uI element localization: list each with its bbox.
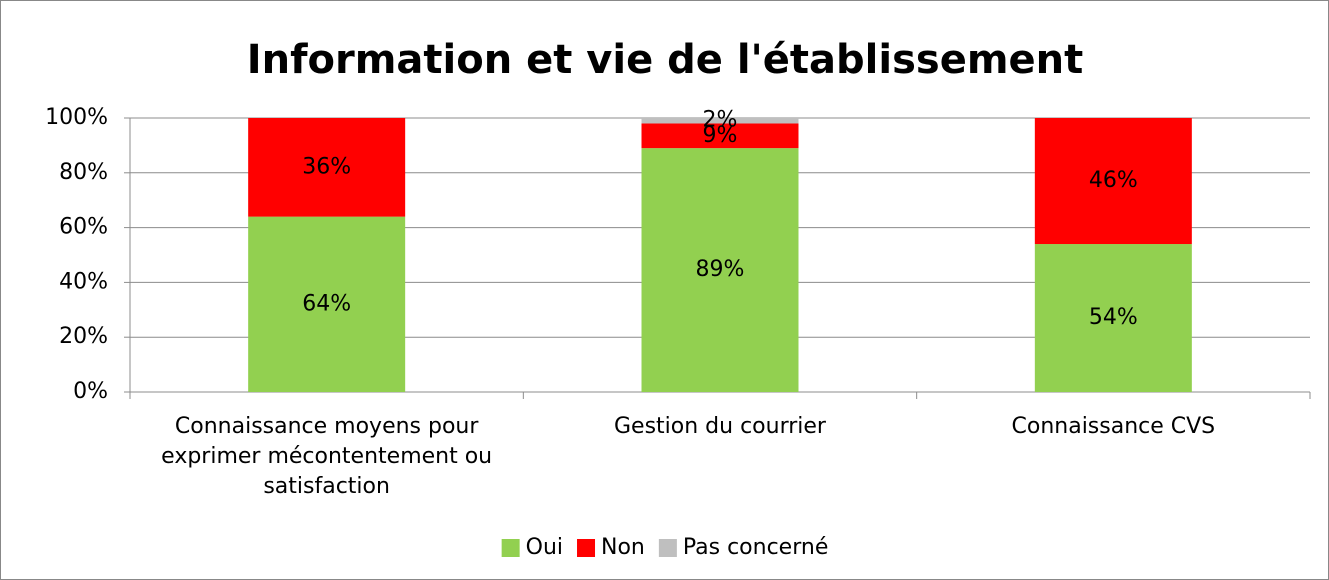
- legend-swatch: [501, 539, 520, 557]
- data-label: 2%: [703, 108, 738, 133]
- x-tick-label: Gestion du courrier: [614, 414, 826, 439]
- legend-label: Oui: [526, 535, 563, 560]
- y-tick-label: 80%: [59, 160, 108, 185]
- bar-segment: [248, 118, 406, 217]
- bar-segment: [641, 118, 799, 124]
- y-tick-label: 40%: [59, 269, 108, 294]
- bar-segment: [1034, 244, 1192, 392]
- data-label: 89%: [696, 257, 745, 282]
- x-tick-label: Connaissance moyens pour exprimer mécont…: [161, 414, 493, 499]
- data-label: 46%: [1089, 168, 1138, 193]
- bar-segment: [641, 148, 799, 392]
- legend-swatch: [658, 539, 677, 557]
- bar-segment: [1034, 118, 1192, 245]
- data-label: 36%: [302, 154, 351, 179]
- y-tick-label: 0%: [73, 379, 108, 404]
- data-label: 64%: [302, 291, 351, 316]
- y-tick-label: 60%: [59, 215, 108, 240]
- data-label: 9%: [703, 123, 738, 148]
- legend-swatch: [577, 539, 596, 557]
- y-tick-label: 100%: [45, 105, 108, 130]
- legend-label: Non: [601, 535, 645, 560]
- chart-title: Information et vie de l'établissement: [247, 37, 1083, 83]
- bar-segment: [248, 216, 406, 392]
- y-tick-label: 20%: [59, 324, 108, 349]
- x-tick-label: Connaissance CVS: [1011, 414, 1216, 439]
- legend-label: Pas concerné: [683, 535, 828, 560]
- bar-segment: [641, 123, 799, 149]
- data-label: 54%: [1089, 305, 1138, 330]
